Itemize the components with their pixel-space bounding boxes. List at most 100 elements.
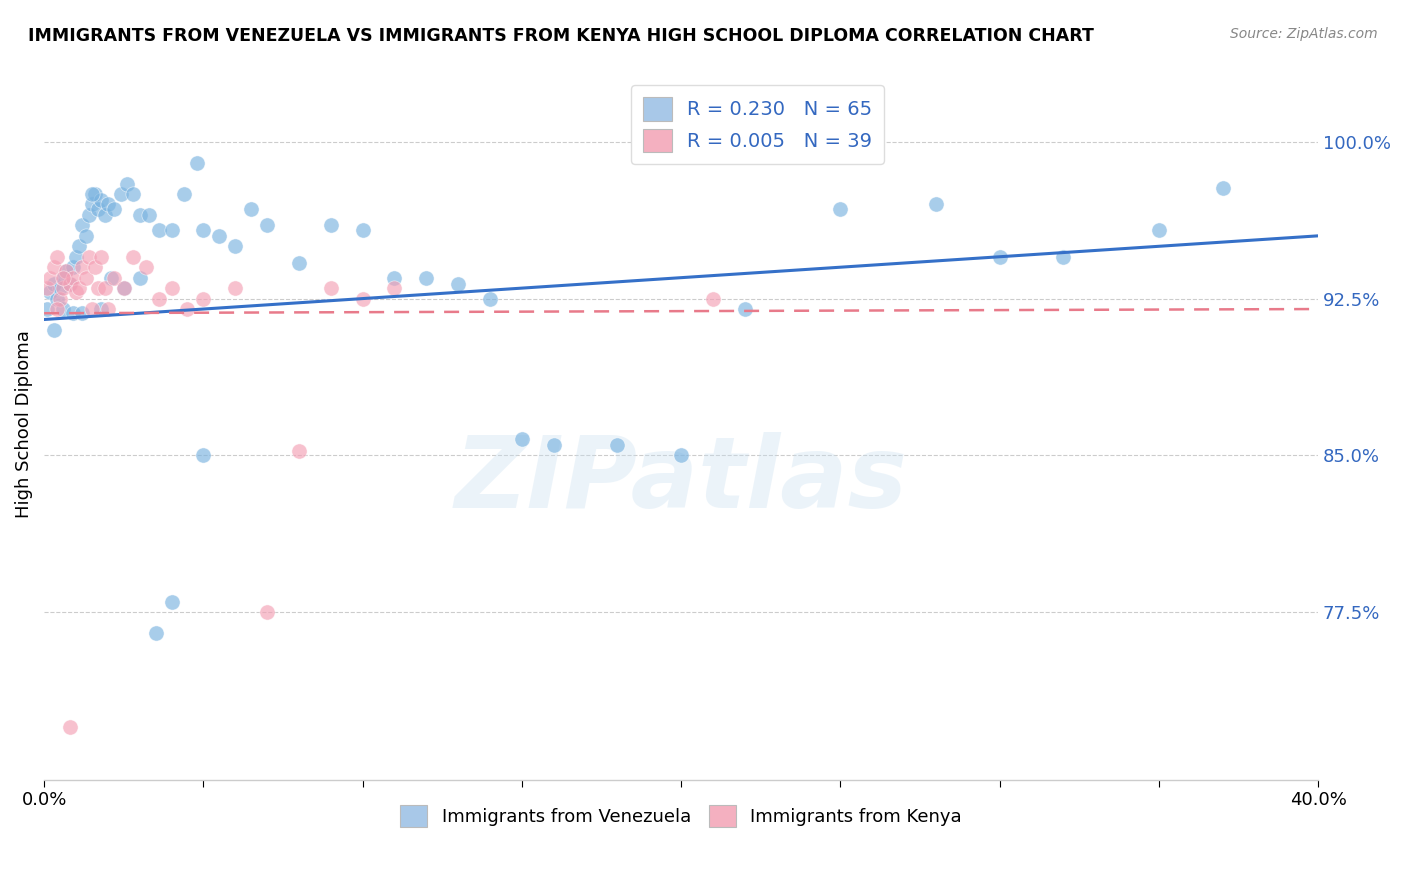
Point [67,281,90,295]
Point [55,264,77,278]
Point [160,595,183,609]
Point [97,301,120,316]
Point [45,301,67,316]
Point [39,285,62,300]
Point [352,222,374,236]
Point [173,186,195,201]
Point [606,438,628,452]
Point [128,270,150,285]
Point [988,250,1011,264]
Point [58,277,80,291]
Point [110,186,132,201]
Point [72,219,94,233]
Point [669,135,692,149]
Point [84,260,107,275]
Point [45,292,67,306]
Point [58,277,80,291]
Point [186,155,208,169]
Point [39,270,62,285]
Point [90,301,112,316]
Point [37,301,59,316]
Point [256,219,278,233]
Point [925,197,948,211]
Point [669,449,692,463]
Point [49,292,72,306]
Point [49,281,72,295]
Point [138,208,160,222]
Point [80,197,103,211]
Point [90,250,112,264]
Point [42,277,65,291]
Point [148,222,170,236]
Point [112,281,135,295]
Point [122,250,145,264]
Point [62,306,84,320]
Point [288,256,311,270]
Point [112,281,135,295]
Point [115,177,138,191]
Point [37,281,59,295]
Point [193,292,215,306]
Point [52,301,75,316]
Point [160,222,183,236]
Point [100,270,122,285]
Text: Source: ZipAtlas.com: Source: ZipAtlas.com [1230,27,1378,41]
Point [479,292,502,306]
Point [93,208,115,222]
Point [42,260,65,275]
Point [160,281,183,295]
Point [256,605,278,619]
Point [240,202,263,216]
Point [176,301,198,316]
Point [75,270,97,285]
Point [447,277,470,291]
Point [543,438,565,452]
Point [58,720,80,734]
Point [65,250,87,264]
Point [65,285,87,300]
Point [80,186,103,201]
Point [510,432,533,446]
Point [193,222,215,236]
Point [45,250,67,264]
Point [55,264,77,278]
Point [734,301,756,316]
Point [90,194,112,208]
Point [103,270,125,285]
Point [77,208,100,222]
Point [224,239,246,253]
Point [384,270,406,285]
Point [208,228,231,243]
Point [62,260,84,275]
Point [830,202,852,216]
Point [52,270,75,285]
Point [288,444,311,458]
Y-axis label: High School Diploma: High School Diploma [15,330,32,518]
Point [352,292,374,306]
Point [148,292,170,306]
Point [87,202,110,216]
Legend: Immigrants from Venezuela, Immigrants from Kenya: Immigrants from Venezuela, Immigrants fr… [392,798,969,835]
Text: IMMIGRANTS FROM VENEZUELA VS IMMIGRANTS FROM KENYA HIGH SCHOOL DIPLOMA CORRELATI: IMMIGRANTS FROM VENEZUELA VS IMMIGRANTS … [28,27,1094,45]
Point [145,626,167,640]
Point [77,250,100,264]
Point [415,270,437,285]
Point [62,270,84,285]
Point [135,260,157,275]
Point [75,228,97,243]
Point [80,301,103,316]
Point [87,281,110,295]
Point [702,292,724,306]
Point [97,197,120,211]
Point [122,186,145,201]
Point [1052,250,1074,264]
Point [52,281,75,295]
Point [93,281,115,295]
Point [42,323,65,337]
Point [52,270,75,285]
Point [128,208,150,222]
Point [84,186,107,201]
Point [224,281,246,295]
Point [67,239,90,253]
Point [193,449,215,463]
